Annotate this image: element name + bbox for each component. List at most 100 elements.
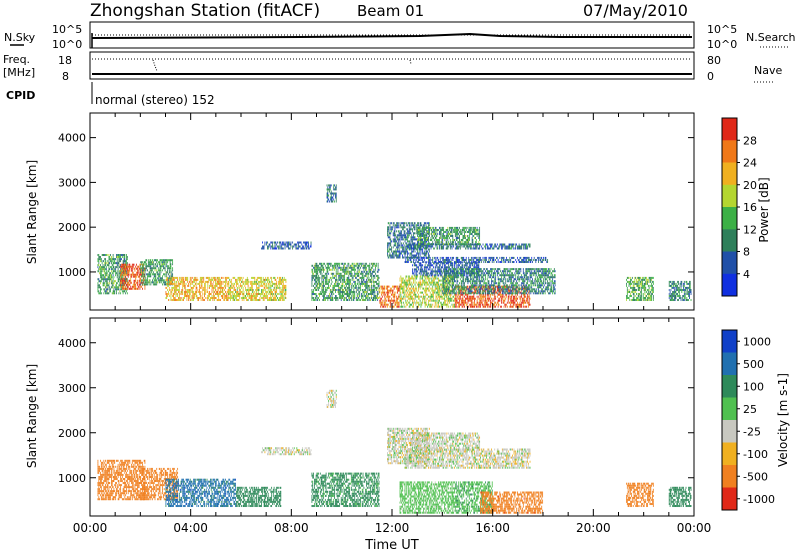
power-cell bbox=[153, 281, 155, 284]
power-cell bbox=[215, 278, 217, 281]
power-cell bbox=[213, 286, 215, 289]
power-cell bbox=[111, 292, 113, 295]
power-cell bbox=[423, 235, 424, 238]
power-cell bbox=[311, 274, 313, 277]
power-cell bbox=[187, 293, 189, 296]
power-cell bbox=[373, 297, 375, 300]
power-cell bbox=[352, 262, 354, 265]
power-cell bbox=[392, 293, 393, 296]
power-cell bbox=[169, 299, 171, 302]
power-cell bbox=[390, 303, 392, 306]
power-cell bbox=[151, 269, 153, 272]
power-cell bbox=[324, 291, 326, 294]
power-cell bbox=[471, 241, 473, 244]
power-cell bbox=[173, 299, 174, 302]
power-cell bbox=[335, 188, 337, 191]
power-cell bbox=[486, 256, 487, 259]
power-cell bbox=[391, 254, 393, 257]
power-cell bbox=[459, 259, 460, 262]
power-cell bbox=[412, 247, 413, 250]
power-cell bbox=[118, 276, 120, 279]
power-cell bbox=[174, 293, 176, 296]
power-cell bbox=[344, 297, 346, 300]
power-cell bbox=[386, 303, 387, 306]
power-cell bbox=[363, 278, 365, 281]
power-cell bbox=[470, 259, 471, 262]
power-cell bbox=[335, 272, 337, 275]
power-cell bbox=[316, 270, 318, 273]
power-cell bbox=[418, 241, 419, 244]
power-cell bbox=[127, 275, 129, 278]
power-cell bbox=[335, 284, 337, 287]
power-cell bbox=[425, 226, 427, 229]
power-cell bbox=[374, 280, 376, 283]
power-cell bbox=[259, 293, 261, 296]
power-cell bbox=[526, 243, 528, 246]
power-cell bbox=[389, 252, 391, 255]
power-cell bbox=[470, 256, 472, 259]
power-cell bbox=[428, 254, 429, 257]
power-cell bbox=[433, 229, 435, 232]
power-cell bbox=[387, 252, 388, 255]
power-cell bbox=[498, 245, 500, 248]
power-cell bbox=[100, 266, 102, 269]
power-cell bbox=[387, 242, 388, 245]
power-cell bbox=[466, 239, 468, 242]
power-cell bbox=[430, 229, 432, 232]
power-cell bbox=[416, 248, 418, 251]
power-cell bbox=[393, 256, 395, 259]
power-cell bbox=[162, 263, 163, 266]
power-cell bbox=[428, 222, 430, 225]
power-cell bbox=[205, 280, 207, 283]
power-cell bbox=[511, 247, 512, 250]
power-cell bbox=[317, 284, 319, 287]
power-cell bbox=[136, 273, 137, 276]
power-cell bbox=[126, 256, 128, 259]
power-cell bbox=[253, 280, 255, 283]
freq-panel bbox=[89, 51, 695, 80]
power-cell bbox=[178, 299, 179, 302]
power-cell bbox=[357, 286, 359, 289]
power-cell bbox=[257, 286, 259, 289]
power-cell bbox=[368, 293, 370, 296]
power-cell bbox=[279, 282, 281, 285]
power-cell bbox=[435, 237, 437, 240]
power-cell bbox=[100, 272, 101, 275]
power-cell bbox=[118, 284, 120, 287]
power-cell bbox=[393, 297, 395, 300]
power-cell bbox=[115, 262, 117, 265]
power-cell bbox=[449, 243, 450, 246]
power-cell bbox=[511, 245, 512, 248]
power-cell bbox=[398, 244, 400, 247]
power-cell bbox=[147, 283, 148, 286]
nsearch-tick-high: 10^5 bbox=[707, 23, 737, 36]
power-cell bbox=[161, 279, 163, 282]
power-cell bbox=[465, 241, 467, 244]
power-cell bbox=[478, 259, 480, 262]
power-cell bbox=[456, 226, 458, 229]
power-cell bbox=[353, 291, 355, 294]
power-cell bbox=[408, 256, 410, 259]
power-cell bbox=[402, 250, 403, 253]
power-cell bbox=[355, 264, 356, 267]
power-cell bbox=[225, 278, 226, 281]
power-cell bbox=[188, 295, 190, 298]
power-cell bbox=[226, 284, 228, 287]
power-cell bbox=[363, 262, 365, 265]
power-cell bbox=[195, 286, 197, 289]
power-cell bbox=[254, 276, 256, 279]
power-cell bbox=[420, 224, 422, 227]
power-cell bbox=[391, 256, 393, 259]
power-cell bbox=[469, 261, 471, 264]
power-cell bbox=[279, 297, 281, 300]
power-cell bbox=[329, 268, 330, 271]
power-cell bbox=[482, 247, 484, 250]
power-cell bbox=[385, 293, 387, 296]
power-cell bbox=[220, 284, 222, 287]
power-cell bbox=[98, 268, 100, 271]
power-cell bbox=[332, 276, 334, 279]
power-cell bbox=[187, 289, 189, 292]
power-cell bbox=[126, 283, 128, 286]
power-cell bbox=[329, 190, 330, 193]
power-cell bbox=[531, 256, 533, 259]
